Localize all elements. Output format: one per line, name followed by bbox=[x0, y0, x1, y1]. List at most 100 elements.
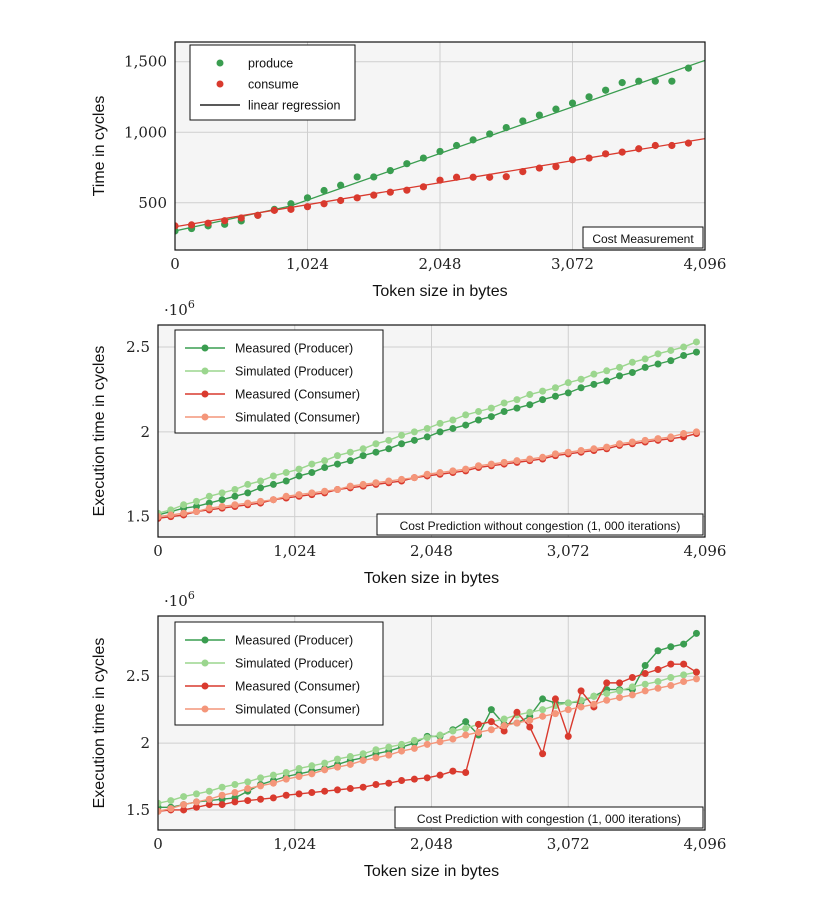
data-point-series-4 bbox=[180, 509, 188, 517]
data-point-series-2 bbox=[449, 727, 457, 735]
data-point-series-2 bbox=[486, 173, 494, 181]
data-point-series-2 bbox=[436, 731, 444, 739]
data-point-series-4 bbox=[346, 482, 354, 490]
annotation-text: Cost Prediction with congestion (1, 000 … bbox=[417, 812, 681, 826]
data-point-series-1 bbox=[602, 86, 610, 94]
data-point-series-1 bbox=[552, 105, 560, 113]
annotation-box bbox=[376, 513, 704, 536]
y-axis-label: Execution time in cycles bbox=[91, 346, 108, 517]
data-point-series-3 bbox=[641, 670, 649, 678]
data-point-series-4 bbox=[462, 731, 470, 739]
data-point-series-3 bbox=[526, 723, 534, 731]
legend-label: consume bbox=[248, 78, 299, 92]
data-point-series-4 bbox=[692, 428, 700, 436]
data-point-series-1 bbox=[321, 463, 329, 471]
data-point-series-4 bbox=[158, 807, 162, 815]
data-point-series-1 bbox=[462, 421, 470, 429]
legend: Measured (Producer) Simulated (Producer) M… bbox=[174, 329, 384, 434]
data-point-series-2 bbox=[651, 141, 659, 150]
data-point-series-4 bbox=[192, 508, 200, 516]
data-point-series-1 bbox=[308, 469, 316, 477]
data-point-series-1 bbox=[668, 77, 676, 85]
data-point-series-2 bbox=[551, 384, 559, 392]
data-point-series-2 bbox=[167, 506, 175, 514]
data-point-series-2 bbox=[684, 139, 693, 147]
data-point-series-4 bbox=[603, 696, 611, 704]
data-point-series-2 bbox=[218, 783, 226, 791]
plot-marks bbox=[158, 338, 700, 522]
data-point-series-2 bbox=[487, 404, 495, 412]
data-point-series-2 bbox=[628, 358, 636, 366]
data-point-series-2 bbox=[568, 156, 577, 164]
data-point-series-2 bbox=[295, 764, 303, 772]
data-point-series-4 bbox=[628, 691, 636, 699]
legend-label: linear regression bbox=[248, 99, 340, 113]
data-point-series-4 bbox=[398, 747, 406, 755]
data-point-series-3 bbox=[244, 797, 252, 805]
data-point-series-4 bbox=[244, 785, 252, 793]
data-point-series-1 bbox=[502, 123, 510, 132]
data-point-series-1 bbox=[667, 357, 675, 365]
data-point-series-4 bbox=[667, 682, 675, 690]
y-multiplier: ·106 bbox=[164, 589, 195, 610]
data-point-series-1 bbox=[320, 186, 328, 195]
data-point-series-1 bbox=[641, 363, 649, 371]
y-tick-label: 2 bbox=[140, 423, 150, 441]
x-tick-label: 1,024 bbox=[273, 542, 316, 560]
data-point-series-2 bbox=[321, 759, 329, 767]
data-point-series-3 bbox=[692, 668, 700, 676]
data-point-series-4 bbox=[244, 499, 252, 507]
data-point-series-1 bbox=[654, 647, 662, 655]
data-point-series-4 bbox=[641, 436, 649, 444]
data-point-series-1 bbox=[346, 457, 354, 465]
data-point-series-2 bbox=[502, 173, 510, 181]
plot-marks bbox=[158, 629, 700, 815]
data-point-series-4 bbox=[449, 735, 457, 743]
data-point-series-1 bbox=[526, 401, 534, 409]
data-point-series-3 bbox=[475, 720, 483, 728]
data-point-series-3 bbox=[321, 787, 329, 795]
data-point-series-1 bbox=[282, 477, 290, 485]
legend-marker-icon bbox=[201, 413, 209, 421]
data-point-series-2 bbox=[680, 343, 688, 351]
data-point-series-2 bbox=[654, 350, 662, 358]
data-point-series-1 bbox=[618, 79, 626, 87]
x-tick-label: 3,072 bbox=[551, 255, 594, 273]
data-point-series-2 bbox=[372, 746, 380, 754]
data-point-series-2 bbox=[346, 448, 354, 456]
data-point-series-2 bbox=[303, 203, 312, 211]
data-point-series-2 bbox=[462, 411, 470, 419]
x-tick-label: 4,096 bbox=[684, 255, 727, 273]
data-point-series-1 bbox=[568, 99, 577, 107]
legend-marker-icon bbox=[201, 659, 209, 667]
plot-border bbox=[174, 41, 706, 251]
data-point-series-2 bbox=[535, 164, 543, 172]
y-multiplier-base: ·10 bbox=[164, 592, 188, 610]
data-point-series-4 bbox=[654, 684, 662, 692]
annotation-text: Cost Prediction without congestion (1, 0… bbox=[400, 519, 681, 533]
data-point-series-2 bbox=[590, 692, 598, 700]
data-point-series-2 bbox=[436, 419, 444, 427]
data-point-series-1 bbox=[487, 413, 495, 421]
data-point-series-3 bbox=[564, 732, 572, 740]
data-point-series-1 bbox=[244, 489, 252, 497]
data-point-series-1 bbox=[205, 499, 213, 507]
x-tick-label: 4,096 bbox=[684, 542, 727, 560]
data-point-series-4 bbox=[257, 497, 265, 505]
legend-label: Measured (Producer) bbox=[235, 634, 353, 648]
data-point-series-1 bbox=[386, 167, 394, 175]
data-point-series-4 bbox=[449, 467, 457, 475]
data-point-series-1 bbox=[603, 377, 611, 385]
data-point-series-1 bbox=[628, 368, 636, 376]
data-point-series-1 bbox=[564, 389, 572, 397]
data-point-series-4 bbox=[667, 433, 675, 441]
legend-label: Simulated (Consumer) bbox=[235, 411, 360, 425]
y-tick-label: 1,500 bbox=[124, 53, 167, 71]
legend-label: Measured (Consumer) bbox=[235, 388, 360, 402]
data-point-series-2 bbox=[321, 457, 329, 465]
data-point-series-2 bbox=[237, 214, 245, 222]
data-point-series-2 bbox=[423, 734, 431, 742]
data-point-series-4 bbox=[680, 678, 688, 686]
data-point-series-2 bbox=[287, 205, 295, 213]
